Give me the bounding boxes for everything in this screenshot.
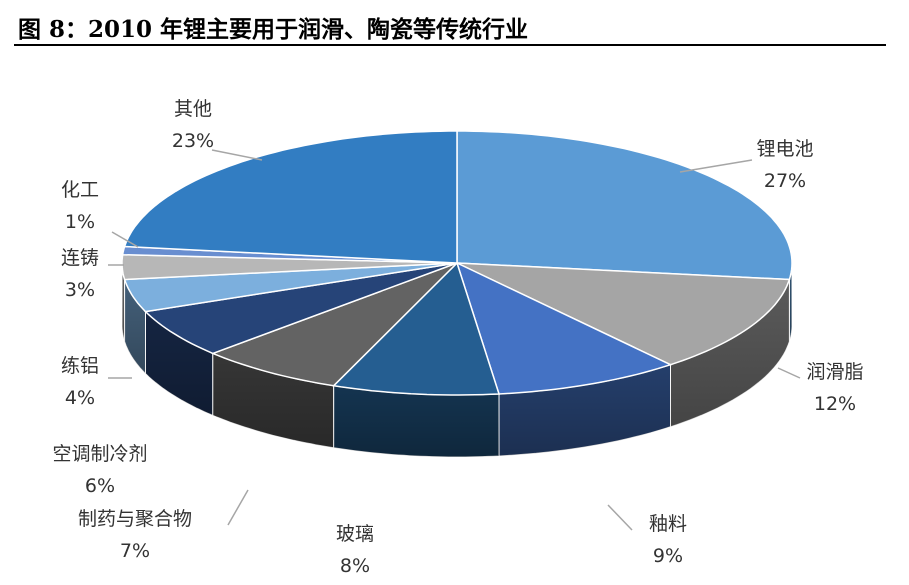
slice-labels: 锂电池 27% 润滑脂 12% 釉料 9% 玻璃 8% 制药与聚合物 7% 空调制冷剂 6% 练铝 4% 连…	[52, 98, 863, 577]
slice-value-1: 12%	[814, 393, 856, 415]
pie-slice-5	[143, 262, 458, 355]
leader-line-2	[607, 504, 633, 531]
slice-value-3: 8%	[340, 555, 370, 577]
pie-side-shade-2	[499, 364, 671, 456]
pie-side-shade-0	[789, 263, 792, 342]
leader-line-1	[777, 367, 801, 379]
slice-name-2: 釉料	[649, 513, 687, 535]
pie-slice-9	[123, 130, 458, 264]
pie-slice-2	[455, 261, 673, 395]
pie-slice-6	[123, 262, 458, 313]
pie-side-shade-4	[212, 353, 334, 448]
title-bar: 图 8：2010 年锂主要用于润滑、陶瓷等传统行业	[14, 6, 886, 46]
leader-line-9	[211, 149, 263, 161]
pie-side-shade-5	[145, 311, 213, 416]
pie-slice-7	[121, 253, 458, 281]
figure-title: 图 8：2010 年锂主要用于润滑、陶瓷等传统行业	[18, 16, 529, 43]
pie-slice-4	[210, 262, 458, 387]
leader-lines	[108, 149, 801, 531]
leader-line-8	[111, 231, 139, 248]
slice-name-7: 连铸	[61, 247, 99, 269]
slice-name-6: 练铝	[61, 355, 99, 377]
slice-value-7: 3%	[65, 279, 95, 301]
pie-slice-3	[332, 261, 501, 396]
slice-value-5: 6%	[85, 475, 115, 497]
slice-value-9: 23%	[172, 130, 214, 152]
pie-sides	[121, 263, 793, 458]
slice-name-8: 化工	[61, 179, 99, 201]
pie-side-shade-6	[124, 279, 146, 374]
pie-side-shade-7	[122, 263, 125, 342]
slice-value-8: 1%	[65, 211, 95, 233]
pie-side-shade-3	[333, 385, 499, 457]
slice-value-2: 9%	[653, 545, 683, 567]
slice-value-4: 7%	[120, 540, 150, 562]
leader-line-0	[679, 159, 753, 173]
pie-tops	[121, 130, 793, 396]
leader-line-4	[227, 489, 249, 526]
slice-value-0: 27%	[764, 170, 806, 192]
slice-name-9: 其他	[174, 98, 212, 120]
slice-name-5: 空调制冷剂	[52, 443, 147, 465]
slice-name-0: 锂电池	[756, 138, 813, 160]
pie-slice-0	[456, 130, 793, 281]
slice-name-1: 润滑脂	[806, 361, 863, 383]
slice-name-4: 制药与聚合物	[78, 508, 192, 530]
pie-side-shade-1	[670, 279, 790, 427]
slice-name-3: 玻璃	[336, 523, 374, 545]
slice-value-6: 4%	[65, 387, 95, 409]
pie-slice-1	[456, 262, 791, 366]
